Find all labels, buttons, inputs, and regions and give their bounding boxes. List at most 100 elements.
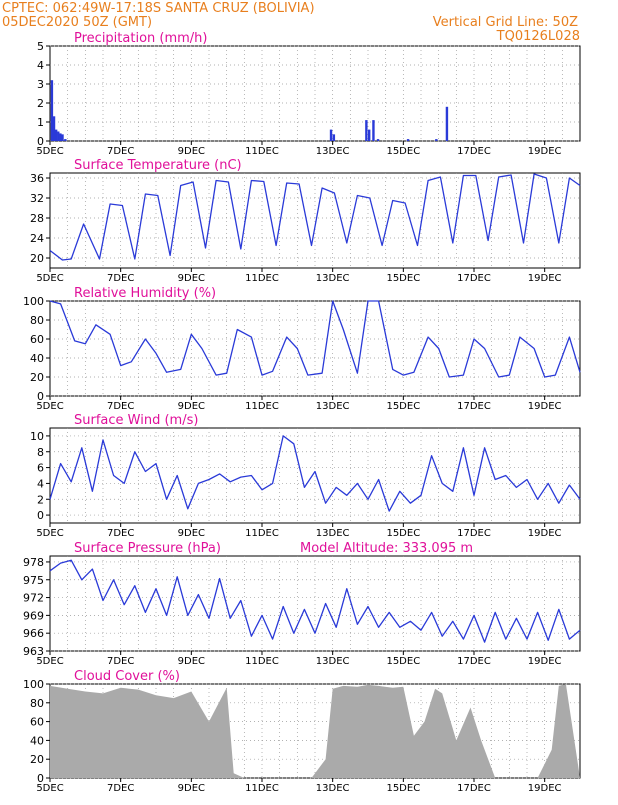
pressure-xtick-label: 7DEC	[107, 656, 134, 667]
precipitation-bar	[368, 129, 371, 141]
temperature-xtick-label: 7DEC	[107, 273, 134, 284]
precipitation-xtick-label: 13DEC	[316, 146, 350, 157]
cloud-cover-ytick-label: 40	[30, 734, 44, 747]
header-run-time: 05DEC2020 50Z (GMT)	[2, 15, 152, 30]
precipitation-ytick-label: 4	[37, 59, 44, 72]
precipitation-ytick-label: 3	[37, 78, 44, 91]
cloud-cover-ytick-label: 100	[23, 678, 44, 691]
temperature-xtick-label: 11DEC	[245, 273, 279, 284]
cloud-cover-area	[50, 684, 580, 778]
precipitation-bar	[376, 139, 380, 141]
pressure-xtick-label: 15DEC	[386, 656, 420, 667]
precipitation-bar	[435, 139, 438, 141]
pressure-ytick-label: 966	[23, 627, 44, 640]
cloud-cover-ytick-label: 0	[37, 772, 44, 785]
header-location: CPTEC: 062:49W-17:18S SANTA CRUZ (BOLIVI…	[2, 1, 315, 16]
header-grid-note: Vertical Grid Line: 50Z	[433, 15, 578, 30]
wind-xtick-label: 17DEC	[457, 528, 491, 539]
humidity-title: Relative Humidity (%)	[74, 286, 216, 301]
precipitation-bar	[332, 134, 336, 141]
wind-ytick-label: 4	[37, 477, 44, 490]
precipitation-ytick-label: 5	[37, 40, 44, 53]
cloud-cover-title: Cloud Cover (%)	[74, 669, 180, 684]
precipitation-bar	[57, 131, 60, 141]
wind-xtick-label: 7DEC	[107, 528, 134, 539]
precipitation-bar	[52, 116, 56, 141]
pressure-title: Surface Pressure (hPa)	[74, 541, 221, 556]
wind-ytick-label: 8	[37, 446, 44, 459]
precipitation-bar	[406, 139, 410, 141]
temperature-xtick-label: 19DEC	[528, 273, 562, 284]
pressure-xtick-label: 9DEC	[178, 656, 205, 667]
humidity-ytick-label: 20	[30, 371, 44, 384]
precipitation-xtick-label: 9DEC	[178, 146, 205, 157]
wind-xtick-label: 9DEC	[178, 528, 205, 539]
precipitation-xtick-label: 15DEC	[386, 146, 420, 157]
temperature-xtick-label: 9DEC	[178, 273, 205, 284]
humidity-line	[49, 300, 581, 378]
cloud-cover-xtick-label: 19DEC	[528, 783, 562, 794]
humidity-ytick-label: 40	[30, 352, 44, 365]
temperature-line	[49, 173, 581, 261]
precipitation-bar	[61, 134, 64, 141]
humidity-xtick-label: 7DEC	[107, 401, 134, 412]
wind-title: Surface Wind (m/s)	[74, 413, 198, 428]
pressure-xtick-label: 17DEC	[457, 656, 491, 667]
precipitation-bar	[372, 120, 375, 141]
temperature-ytick-label: 20	[30, 252, 44, 265]
temperature-xtick-label: 5DEC	[36, 273, 63, 284]
wind-ytick-label: 2	[37, 493, 44, 506]
humidity-xtick-label: 9DEC	[178, 401, 205, 412]
cloud-cover-xtick-label: 13DEC	[316, 783, 350, 794]
wind-ytick-label: 0	[37, 509, 44, 522]
humidity-xtick-label: 15DEC	[386, 401, 420, 412]
wind-line	[49, 435, 581, 512]
pressure-xtick-label: 5DEC	[36, 656, 63, 667]
humidity-ytick-label: 100	[23, 295, 44, 308]
pressure-ytick-label: 963	[23, 645, 44, 658]
wind-xtick-label: 11DEC	[245, 528, 279, 539]
precipitation-bar	[64, 139, 67, 141]
temperature-ytick-label: 32	[30, 192, 44, 205]
precipitation-bar	[50, 80, 54, 141]
temperature-xtick-label: 15DEC	[386, 273, 420, 284]
pressure-ytick-label: 972	[23, 592, 44, 605]
pressure-xtick-label: 13DEC	[316, 656, 350, 667]
humidity-xtick-label: 11DEC	[245, 401, 279, 412]
temperature-xtick-label: 17DEC	[457, 273, 491, 284]
pressure-ytick-label: 969	[23, 609, 44, 622]
cloud-cover-ytick-label: 80	[30, 697, 44, 710]
humidity-ytick-label: 80	[30, 314, 44, 327]
precipitation-bar	[59, 133, 62, 141]
precipitation-bar	[54, 129, 58, 141]
pressure-ytick-label: 978	[23, 556, 44, 569]
temperature-ytick-label: 24	[30, 232, 44, 245]
humidity-ytick-label: 60	[30, 333, 44, 346]
wind-xtick-label: 19DEC	[528, 528, 562, 539]
humidity-xtick-label: 13DEC	[316, 401, 350, 412]
precipitation-xtick-label: 19DEC	[528, 146, 562, 157]
temperature-title: Surface Temperature (nC)	[74, 158, 242, 173]
precipitation-ytick-label: 2	[37, 97, 44, 110]
precipitation-title: Precipitation (mm/h)	[74, 31, 207, 46]
cloud-cover-ytick-label: 60	[30, 716, 44, 729]
cloud-cover-xtick-label: 7DEC	[107, 783, 134, 794]
pressure-line	[49, 559, 581, 643]
cloud-cover-xtick-label: 11DEC	[245, 783, 279, 794]
wind-xtick-label: 5DEC	[36, 528, 63, 539]
wind-ytick-label: 10	[30, 430, 44, 443]
temperature-xtick-label: 13DEC	[316, 273, 350, 284]
pressure-xtick-label: 19DEC	[528, 656, 562, 667]
pressure-xtick-label: 11DEC	[245, 656, 279, 667]
cloud-cover-xtick-label: 17DEC	[457, 783, 491, 794]
precipitation-ytick-label: 1	[37, 116, 44, 129]
pressure-ytick-label: 975	[23, 574, 44, 587]
humidity-xtick-label: 5DEC	[36, 401, 63, 412]
pressure-annotation: Model Altitude: 333.095 m	[300, 541, 473, 556]
precipitation-ytick-label: 0	[37, 135, 44, 148]
wind-ytick-label: 6	[37, 462, 44, 475]
precipitation-bar	[365, 120, 368, 141]
cloud-cover-xtick-label: 5DEC	[36, 783, 63, 794]
wind-xtick-label: 15DEC	[386, 528, 420, 539]
